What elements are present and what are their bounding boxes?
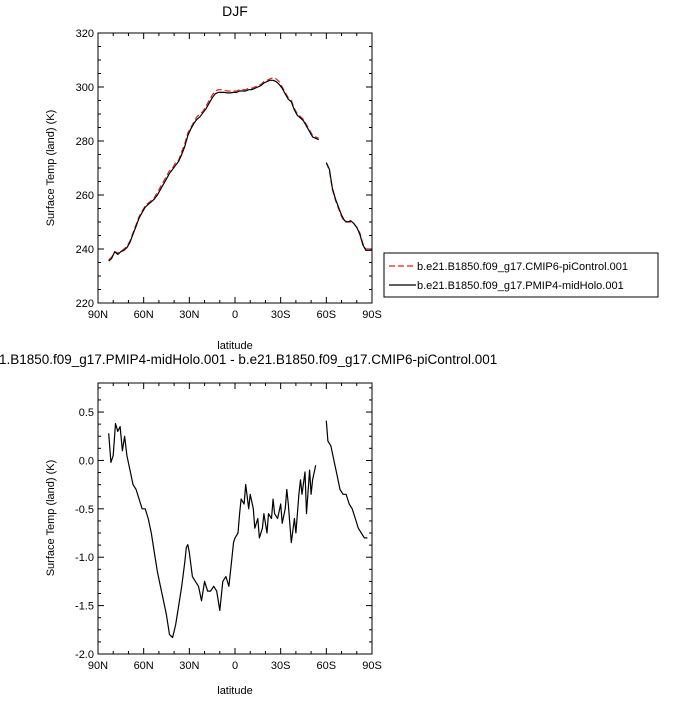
y-tick-label: -2.0 [75,649,94,661]
y-tick-label: 300 [76,82,94,94]
x-tick-label: 30N [179,309,199,321]
x-tick-label: 90N [88,660,108,672]
x-tick-label: 90S [362,660,382,672]
x-tick-label: 30N [179,660,199,672]
top-plot-frame [97,32,373,304]
x-tick-label: 0 [232,309,238,321]
y-tick-label: 220 [76,298,94,310]
x-tick-label: 30S [271,660,291,672]
bottom-plot-frame [97,382,373,655]
y-tick-label: 280 [76,136,94,148]
bottom-chart-title: b.e21.B1850.f09_g17.PMIP4-midHolo.001 - … [0,352,497,367]
bottom-x-axis-label: latitude [217,685,252,697]
y-tick-label: -1.5 [75,601,94,613]
y-tick-label: 320 [76,28,94,40]
y-tick-label: 240 [76,244,94,256]
top-y-axis-label: Surface Temp (land) (K) [45,110,57,227]
x-tick-label: 0 [232,660,238,672]
bottom-panel: b.e21.B1850.f09_g17.PMIP4-midHolo.001 - … [0,352,497,697]
x-tick-label: 60N [134,660,154,672]
top-series-lines [108,76,372,262]
top-panel: DJF Surface Temp (land) (K) latitude 90N… [45,3,382,352]
series-line-0-segment-0 [108,76,319,261]
x-tick-label: 90N [88,309,108,321]
series-line-1-segment-0 [108,79,319,262]
series-line-0-segment-0 [108,423,317,639]
legend-label-picontrol: b.e21.B1850.f09_g17.CMIP6-piControl.001 [417,261,628,273]
bottom-series-lines [108,420,368,639]
x-tick-label: 60S [317,309,337,321]
series-line-0-segment-1 [325,162,372,250]
y-tick-label: 0.0 [79,455,94,467]
x-tick-label: 60N [134,309,154,321]
legend: b.e21.B1850.f09_g17.CMIP6-piControl.001 … [383,252,659,298]
series-line-1-segment-1 [325,162,372,251]
x-tick-label: 90S [362,309,382,321]
y-tick-label: -1.0 [75,552,94,564]
top-axis-ticks: 90N 60N 30N 0 30S 60S 90S 220 240 260 280 300 320 [76,28,382,321]
legend-box [383,252,659,298]
y-tick-label: -0.5 [75,504,94,516]
bottom-axis-ticks: 90N 60N 30N 0 30S 60S 90S -2.0 -1.5 -1.0 -0.5 0.0 0.… [75,383,382,672]
top-x-axis-label: latitude [217,340,252,352]
legend-label-midholo: b.e21.B1850.f09_g17.PMIP4-midHolo.001 [417,280,624,292]
y-tick-label: 0.5 [79,407,94,419]
x-tick-label: 30S [271,309,291,321]
x-tick-label: 60S [317,660,337,672]
bottom-y-axis-label: Surface Temp (land) (K) [45,460,57,577]
top-chart-title: DJF [222,3,248,19]
series-line-0-segment-1 [325,420,368,539]
y-tick-label: 260 [76,190,94,202]
